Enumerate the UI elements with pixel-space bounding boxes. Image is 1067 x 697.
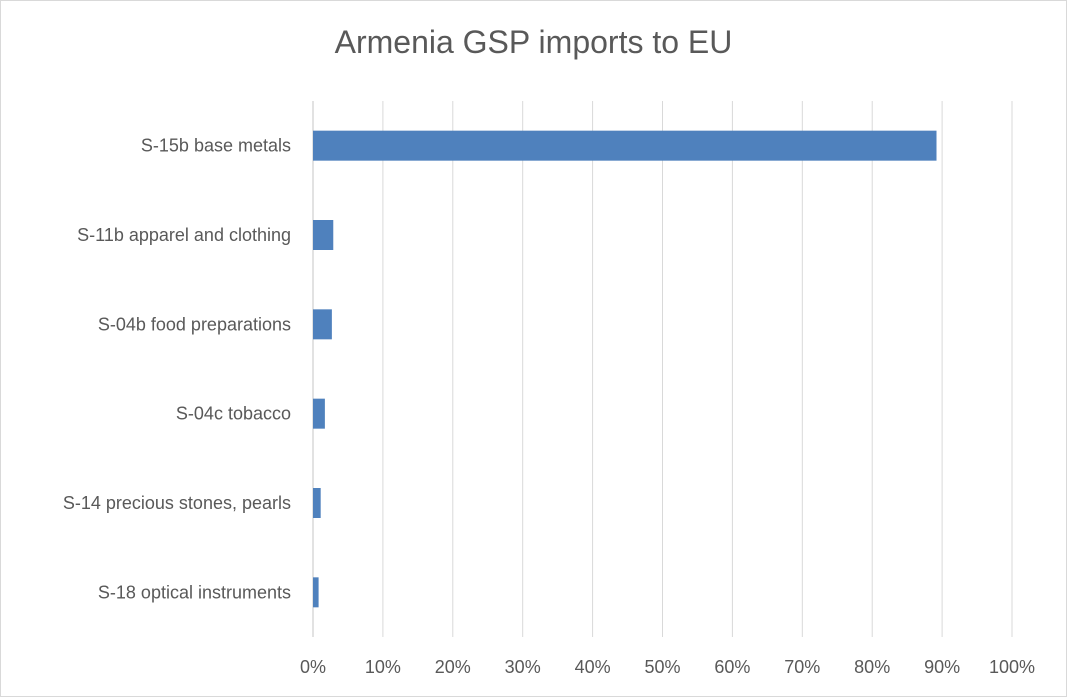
bar: [313, 130, 937, 161]
bar: [313, 220, 334, 250]
x-tick-label: 20%: [435, 657, 471, 677]
x-tick-label: 70%: [784, 657, 820, 677]
x-tick-label: 50%: [644, 657, 680, 677]
category-label: S-11b apparel and clothing: [77, 225, 291, 245]
bar: [313, 577, 319, 608]
x-tick-label: 30%: [505, 657, 541, 677]
bar: [313, 398, 325, 429]
gridlines: [312, 101, 1013, 637]
category-label: S-04c tobacco: [176, 404, 291, 424]
chart-title: Armenia GSP imports to EU: [334, 24, 733, 60]
category-label: S-15b base metals: [141, 136, 291, 156]
value-tick-labels: 0% 10% 20% 30% 40% 50% 60% 70% 80% 90% 100%: [300, 657, 1035, 677]
category-label: S-14 precious stones, pearls: [63, 493, 291, 513]
bar: [313, 488, 321, 518]
x-tick-label: 60%: [714, 657, 750, 677]
x-tick-label: 10%: [365, 657, 401, 677]
x-tick-label: 40%: [575, 657, 611, 677]
category-label: S-04b food preparations: [98, 314, 291, 334]
category-label: S-18 optical instruments: [98, 582, 291, 602]
x-tick-label: 90%: [924, 657, 960, 677]
bar: [313, 309, 332, 340]
category-labels: S-15b base metals S-11b apparel and cloth…: [63, 136, 291, 603]
x-tick-label: 0%: [300, 657, 326, 677]
x-tick-label: 100%: [989, 657, 1035, 677]
x-tick-label: 80%: [854, 657, 890, 677]
bars: [313, 130, 937, 608]
